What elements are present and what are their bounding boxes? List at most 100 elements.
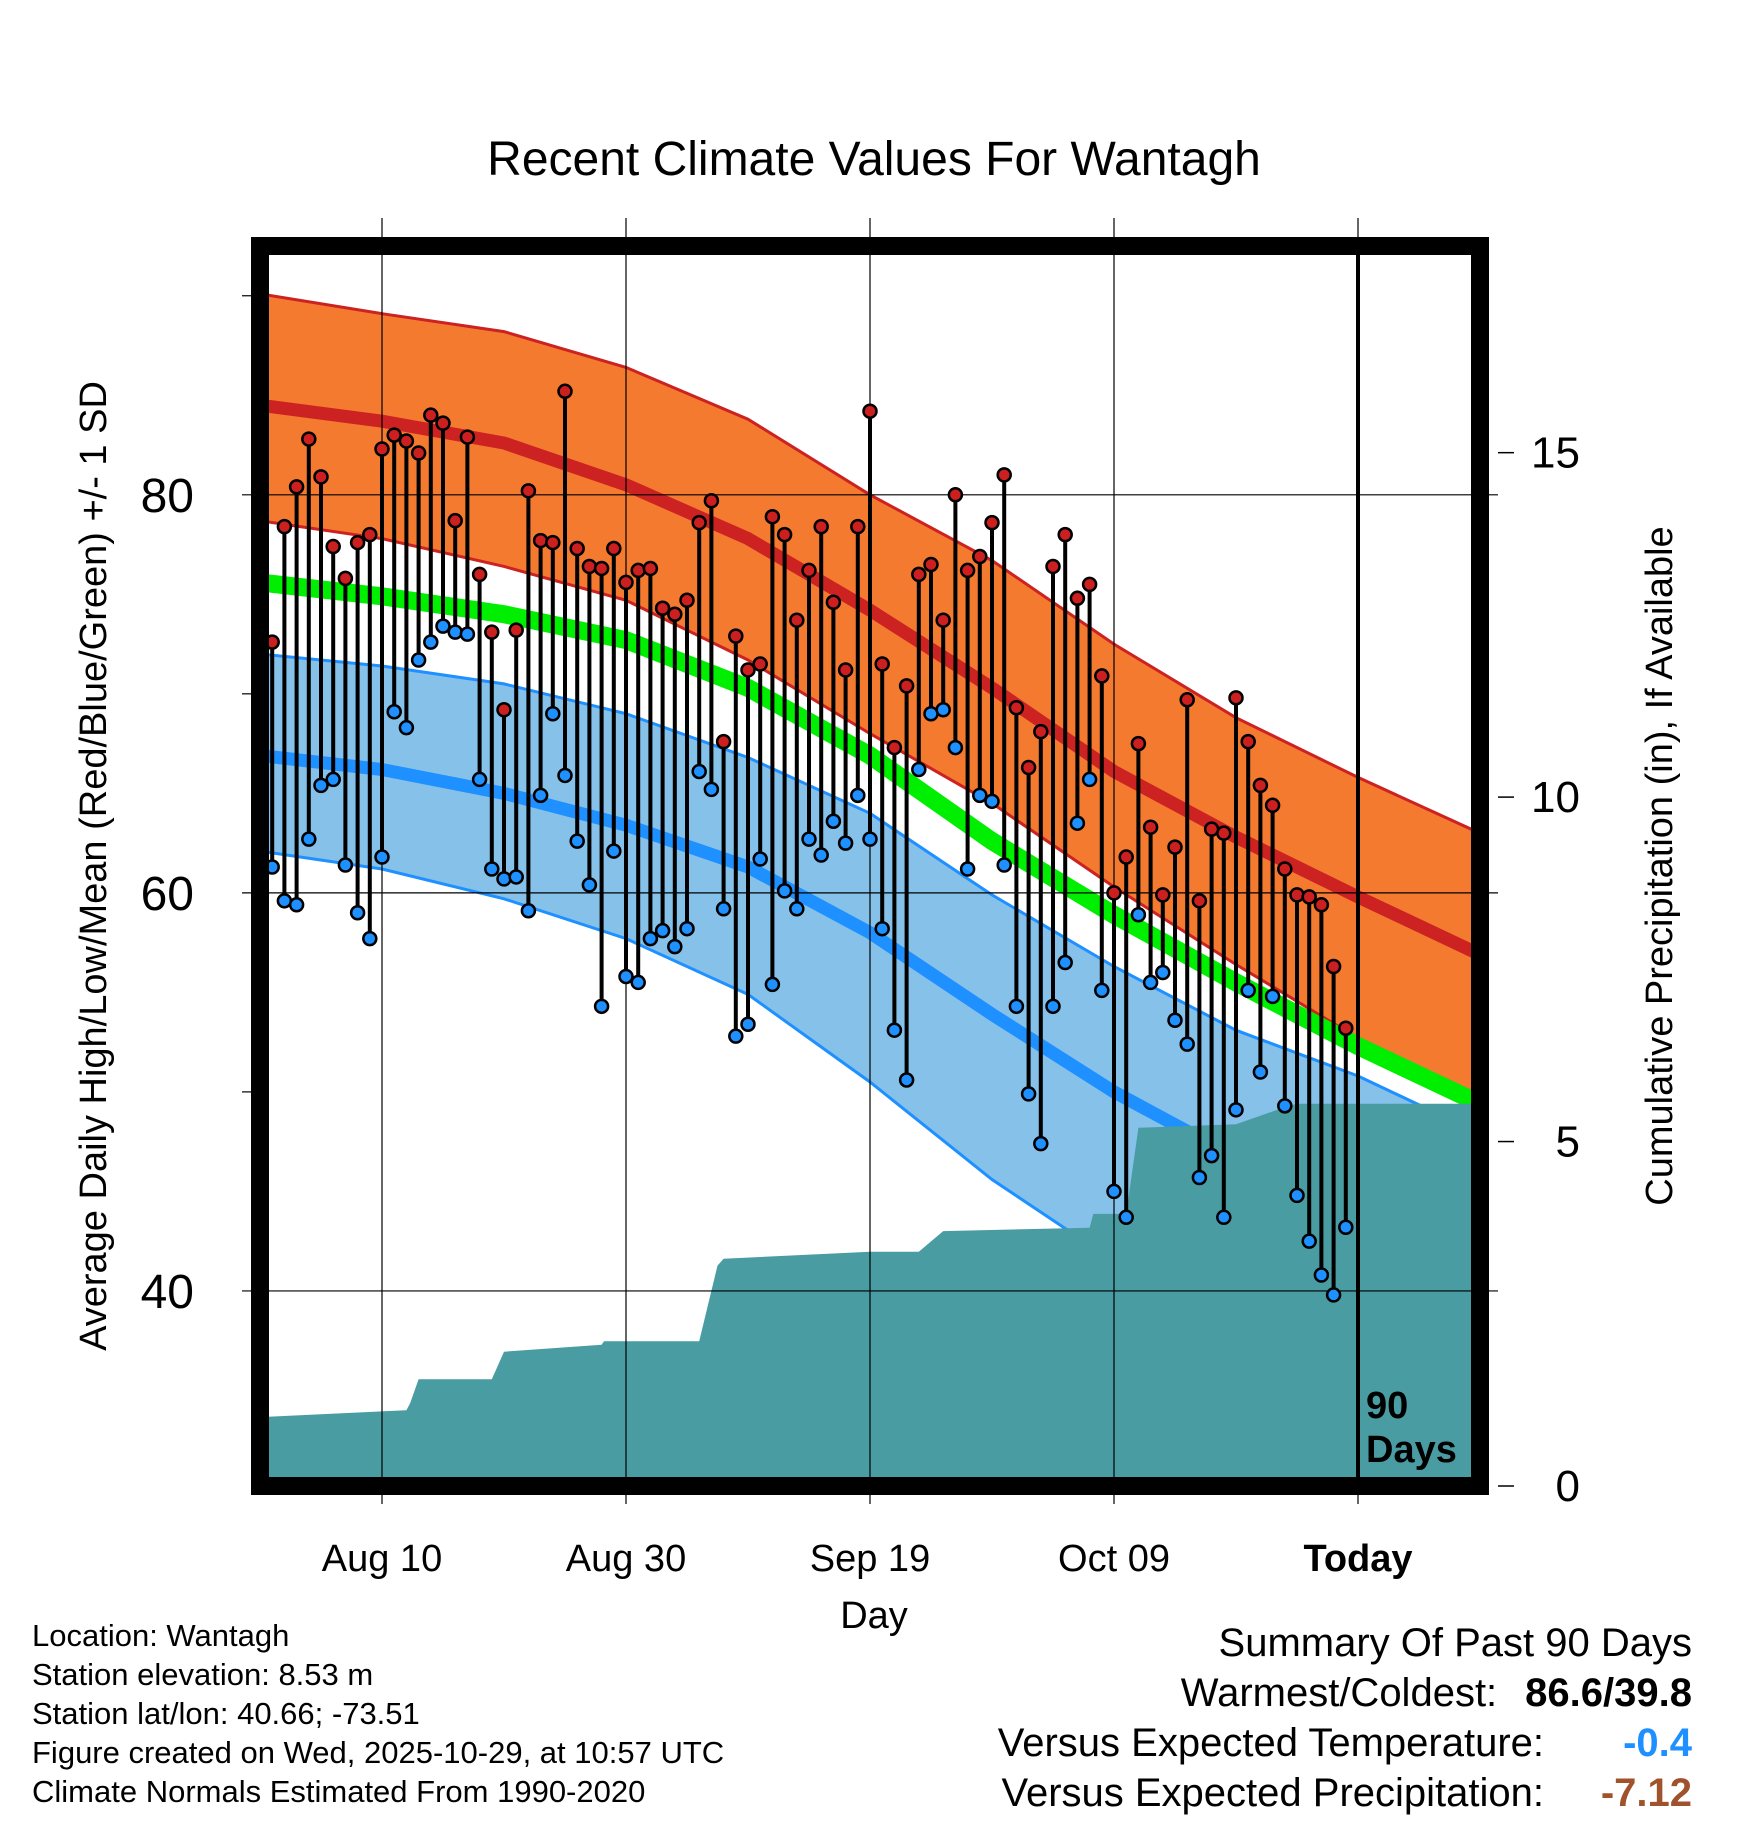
daily-low-point — [935, 702, 951, 718]
daily-high-point — [557, 383, 573, 400]
daily-high-point — [630, 562, 646, 579]
daily-high-point — [886, 739, 903, 756]
y2-axis-label: Cumulative Precipitation (in), If Availa… — [1639, 526, 1681, 1205]
today-days-label-line1: 90 — [1366, 1385, 1408, 1427]
daily-high-point — [1008, 700, 1025, 716]
daily-low-point — [1191, 1169, 1208, 1186]
daily-high-point — [386, 427, 402, 443]
daily-low-point — [715, 901, 732, 917]
daily-high-point — [935, 612, 951, 628]
daily-high-point — [776, 526, 793, 543]
daily-high-point — [850, 518, 866, 535]
daily-low-point — [471, 771, 488, 788]
daily-high-point — [801, 562, 817, 579]
location-text: Location: Wantagh — [32, 1618, 290, 1653]
daily-high-point — [1240, 733, 1256, 750]
daily-low-point — [545, 705, 561, 722]
daily-low-point — [398, 719, 415, 736]
daily-high-point — [825, 594, 842, 611]
daily-low-point — [874, 920, 890, 937]
daily-high-point — [398, 433, 415, 449]
warm-cold-label: Warmest/Coldest: — [1180, 1671, 1498, 1715]
daily-low-point — [1216, 1209, 1232, 1226]
summary-heading: Summary Of Past 90 Days — [1218, 1621, 1692, 1665]
daily-high-point — [1277, 861, 1293, 877]
precip-anomaly-row: Versus Expected Precipitation: -7.12 — [998, 1768, 1692, 1818]
station-info: Location: Wantagh Station elevation: 8.5… — [32, 1616, 724, 1811]
daily-high-point — [923, 556, 939, 573]
daily-low-point — [313, 777, 329, 794]
latlon-text: Station lat/lon: 40.66; -73.51 — [32, 1696, 420, 1731]
daily-low-point — [789, 901, 805, 917]
daily-low-point — [325, 771, 341, 788]
daily-high-point — [618, 574, 634, 591]
daily-high-point — [1191, 893, 1208, 909]
daily-low-point — [581, 877, 598, 893]
daily-low-point — [618, 968, 634, 985]
daily-high-point — [1252, 777, 1269, 794]
daily-high-point — [1167, 839, 1183, 855]
daily-low-point — [288, 897, 305, 913]
daily-low-point — [496, 871, 512, 887]
daily-low-point — [1045, 998, 1061, 1015]
daily-low-point — [886, 1022, 903, 1038]
daily-high-point — [484, 624, 500, 640]
daily-high-point — [679, 592, 695, 609]
daily-high-point — [410, 445, 427, 461]
daily-low-point — [837, 835, 854, 851]
daily-low-point — [1033, 1135, 1049, 1152]
daily-high-point — [593, 560, 610, 577]
daily-low-point — [1155, 964, 1171, 981]
daily-low-point — [1338, 1219, 1354, 1236]
daily-low-point — [1228, 1102, 1244, 1118]
daily-high-point — [496, 702, 512, 718]
daily-high-point — [874, 656, 890, 672]
daily-high-point — [996, 467, 1012, 483]
daily-low-point — [1130, 907, 1147, 923]
daily-high-point — [1301, 889, 1317, 905]
y2-tick-label: 10 — [1531, 773, 1580, 822]
daily-high-point — [325, 538, 341, 555]
daily-high-point — [715, 733, 732, 750]
x-tick-label: Today — [1303, 1538, 1412, 1580]
daily-low-point — [532, 787, 549, 804]
daily-high-point — [374, 441, 390, 457]
daily-low-point — [1118, 1209, 1134, 1226]
daily-high-point — [1142, 819, 1159, 835]
daily-low-point — [984, 793, 1000, 810]
daily-high-point — [667, 606, 683, 622]
daily-high-point — [423, 407, 439, 423]
daily-low-point — [1081, 771, 1098, 788]
created-text: Figure created on Wed, 2025-10-29, at 10… — [32, 1735, 725, 1770]
daily-high-point — [545, 534, 561, 551]
y2-tick-label: 5 — [1556, 1118, 1580, 1167]
daily-low-point — [508, 869, 524, 885]
daily-low-point — [691, 763, 707, 780]
daily-high-point — [984, 514, 1000, 531]
daily-high-point — [911, 566, 927, 583]
daily-high-point — [862, 403, 878, 419]
x-axis-label: Day — [840, 1595, 908, 1637]
daily-low-point — [959, 861, 976, 877]
daily-high-point — [1033, 723, 1049, 740]
daily-high-point — [1289, 887, 1305, 903]
daily-high-point — [789, 612, 805, 628]
daily-high-point — [764, 508, 781, 525]
daily-low-point — [435, 618, 451, 634]
daily-low-point — [764, 976, 781, 993]
daily-high-point — [728, 628, 744, 644]
daily-high-point — [703, 493, 720, 509]
y-axis-label: Average Daily High/Low/Mean (Red/Blue/Gr… — [73, 381, 115, 1351]
daily-high-point — [1081, 576, 1098, 593]
daily-low-point — [1264, 988, 1281, 1005]
daily-low-point — [484, 861, 500, 877]
temp-anomaly-row: Versus Expected Temperature: -0.4 — [998, 1718, 1692, 1768]
x-tick-label: Aug 10 — [322, 1538, 442, 1580]
daily-low-point — [337, 857, 354, 873]
daily-high-point — [288, 479, 305, 495]
daily-low-point — [349, 905, 366, 921]
daily-low-point — [569, 833, 585, 849]
daily-low-point — [362, 930, 378, 947]
warm-cold-value: 86.6/39.8 — [1525, 1671, 1692, 1715]
daily-high-point — [972, 548, 988, 565]
